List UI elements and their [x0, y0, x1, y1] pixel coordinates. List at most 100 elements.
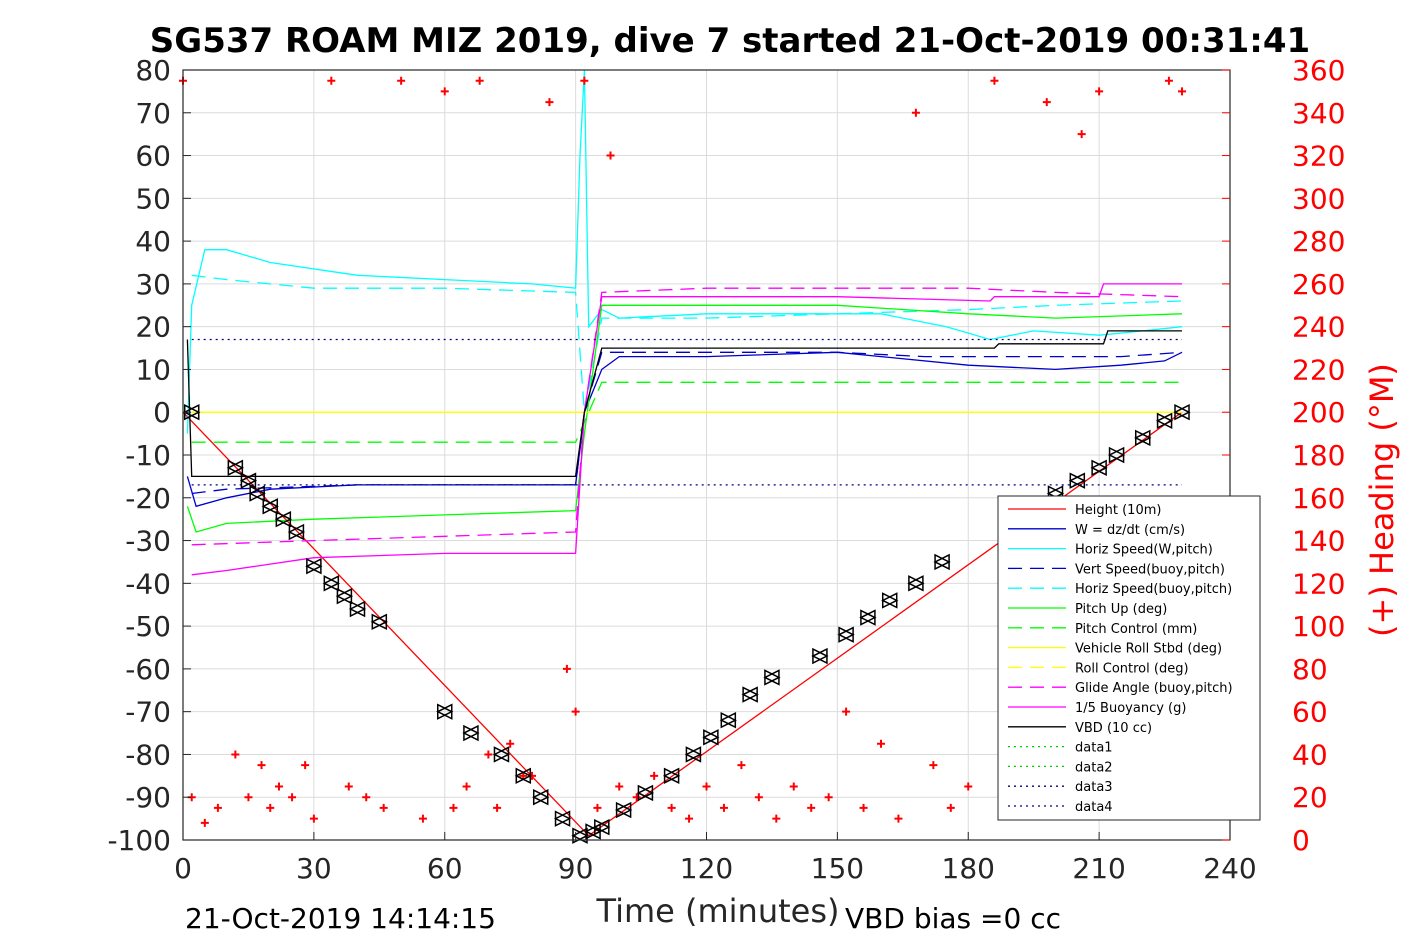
heading-point [1077, 130, 1086, 139]
legend-label-5: Pitch Up (deg) [1075, 602, 1167, 617]
y-right-tick-label: 320 [1292, 140, 1345, 173]
heading-point [475, 76, 484, 85]
y-right-tick-label: 160 [1292, 482, 1345, 515]
heading-point [632, 793, 641, 802]
y-tick-label: 70 [135, 97, 171, 130]
y-tick-label: 0 [153, 396, 171, 429]
depth-marker [348, 600, 367, 618]
legend-label-15: data4 [1075, 800, 1113, 815]
depth-marker [335, 587, 354, 605]
depth-marker-left-triangle [1134, 429, 1151, 447]
depth-marker-left-triangle [684, 746, 702, 763]
y-tick-label: -30 [125, 525, 171, 558]
depth-marker-left-triangle [907, 575, 924, 592]
y-right-tick-label: 80 [1292, 653, 1328, 686]
y-tick-label: 60 [135, 140, 171, 173]
series-line-5 [186, 304, 1183, 533]
depth-marker-left-triangle [1068, 472, 1086, 489]
x-tick-label: 60 [427, 852, 463, 885]
y-tick-label: -90 [125, 781, 171, 814]
depth-marker-left-triangle [287, 523, 305, 541]
heading-point [418, 814, 427, 823]
depth-marker-left-triangle [553, 810, 571, 827]
heading-point [266, 803, 275, 812]
depth-marker [719, 712, 737, 729]
y-right-axis-ticks: 3603403203002802602402202001801601401201… [1222, 54, 1345, 857]
y-tick-label: -40 [125, 567, 171, 600]
legend-label-12: data1 [1075, 741, 1113, 756]
chart-title: SG537 ROAM MIZ 2019, dive 7 started 21-O… [150, 21, 1310, 61]
heading-point [562, 664, 571, 673]
plot-series [182, 69, 1183, 837]
heading-point [213, 803, 222, 812]
depth-marker [636, 784, 655, 802]
heading-point [615, 782, 624, 791]
y-right-tick-label: 220 [1292, 353, 1345, 386]
x-tick-label: 240 [1203, 852, 1256, 885]
heading-point [650, 771, 659, 780]
depth-marker-left-triangle [532, 789, 549, 806]
legend-label-14: data3 [1075, 780, 1113, 795]
depth-marker [305, 558, 323, 575]
y-right-tick-label: 20 [1292, 781, 1328, 814]
series-line-3 [191, 351, 1183, 495]
depth-marker-left-triangle [702, 729, 719, 746]
depth-marker-left-triangle [741, 686, 758, 703]
series-line-2 [186, 69, 1183, 434]
legend-label-11: VBD (10 cc) [1075, 721, 1152, 736]
depth-marker [322, 575, 341, 592]
legend-label-10: 1/5 Buoyancy (g) [1075, 701, 1186, 716]
footer-timestamp: 21-Oct-2019 14:14:15 [185, 902, 496, 935]
depth-marker [274, 510, 293, 528]
depth-marker-left-triangle [811, 647, 828, 665]
y-right-tick-label: 120 [1292, 567, 1345, 600]
x-tick-label: 30 [296, 852, 332, 885]
depth-marker-left-triangle [662, 767, 680, 785]
depth-marker-left-triangle [636, 784, 654, 802]
depth-marker [370, 613, 388, 631]
depth-marker-left-triangle [1090, 459, 1107, 477]
y-right-tick-label: 340 [1292, 97, 1345, 130]
x-tick-label: 90 [558, 852, 594, 885]
y-right-tick-label: 360 [1292, 54, 1345, 87]
heading-point [580, 76, 589, 85]
depth-marker [811, 647, 829, 665]
depth-marker-left-triangle [492, 746, 510, 763]
depth-marker-left-triangle [837, 626, 854, 643]
y-right-tick-label: 100 [1292, 610, 1345, 643]
legend-label-7: Vehicle Roll Stbd (deg) [1075, 642, 1222, 657]
depth-marker-left-triangle [1173, 404, 1190, 421]
series-line-11 [186, 330, 1182, 478]
depth-marker [741, 686, 759, 703]
heading-point [344, 782, 353, 791]
y-tick-label: 80 [135, 54, 171, 87]
depth-marker [1173, 404, 1191, 421]
depth-marker-left-triangle [436, 703, 453, 720]
legend-label-8: Roll Control (deg) [1075, 661, 1189, 676]
heading-point [842, 707, 851, 716]
heading-point [807, 803, 816, 812]
heading-markers [179, 76, 1187, 827]
y-tick-label: -70 [125, 696, 171, 729]
x-axis-ticks: 0 30 60 90 120 150 180 210 240 [174, 832, 1257, 885]
depth-marker [248, 485, 266, 502]
depth-marker-left-triangle [305, 558, 322, 575]
legend-box [997, 495, 1261, 821]
heading-point [911, 108, 920, 117]
legend: Height (10m) W = dz/dt (cm/s) Horiz Speed(… [997, 495, 1261, 821]
depth-marker-left-triangle [1155, 412, 1173, 429]
legend-label-9: Glide Angle (buoy,pitch) [1075, 681, 1233, 696]
heading-point [571, 707, 580, 716]
series-line-0 [182, 411, 1183, 837]
depth-marker-left-triangle [239, 472, 257, 489]
depth-marker-left-triangle [719, 712, 737, 729]
depth-marker-left-triangle [462, 724, 479, 742]
heading-point [606, 151, 615, 160]
depth-marker-left-triangle [248, 485, 265, 502]
y-right-tick-label: 0 [1292, 824, 1310, 857]
heading-point [1164, 76, 1173, 85]
heading-point [737, 761, 746, 770]
depth-marker [287, 523, 306, 541]
legend-label-1: W = dz/dt (cm/s) [1075, 523, 1185, 538]
